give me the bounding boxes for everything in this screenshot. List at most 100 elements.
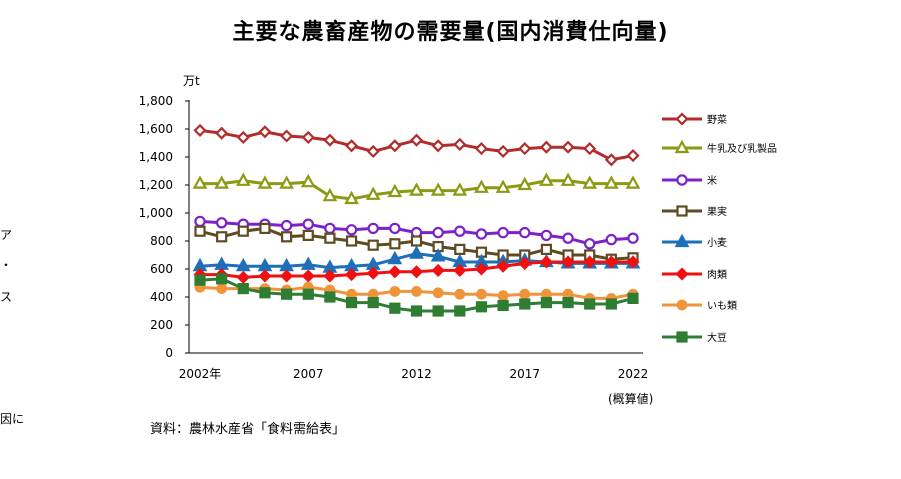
source-note: 資料：農林水産省「食料需給表」 — [150, 422, 346, 437]
data-point — [192, 175, 208, 189]
series-7: 大豆 — [194, 273, 727, 344]
data-point — [410, 305, 423, 317]
data-point — [301, 130, 315, 144]
y-tick-label: 800 — [150, 234, 173, 248]
y-tick-label: 200 — [150, 318, 173, 332]
data-point — [454, 288, 466, 300]
legend-marker — [676, 331, 688, 343]
y-tick-label: 1,400 — [139, 150, 173, 164]
data-point — [562, 297, 574, 309]
data-point — [300, 256, 316, 270]
data-point — [518, 256, 532, 270]
data-point — [388, 139, 402, 153]
data-point — [496, 144, 510, 158]
data-point — [476, 288, 487, 300]
data-point — [561, 140, 575, 154]
data-point — [430, 248, 446, 262]
data-point — [626, 255, 640, 269]
x-axis-note: (概算値) — [608, 392, 654, 406]
y-axis-unit: 万t — [183, 74, 200, 88]
data-point — [300, 173, 316, 188]
data-point — [453, 137, 467, 151]
series-2: 米 — [194, 174, 717, 250]
data-point — [367, 222, 379, 235]
x-tick-label: 2017 — [509, 367, 540, 381]
legend-label: いも類 — [707, 300, 737, 312]
data-point — [279, 175, 294, 189]
legend-marker — [674, 139, 690, 154]
data-point — [257, 257, 273, 272]
data-point — [389, 286, 401, 297]
data-point — [235, 257, 251, 272]
data-point — [453, 263, 467, 277]
data-point — [497, 299, 509, 311]
legend-marker — [675, 112, 689, 126]
data-point — [409, 265, 424, 279]
data-point — [324, 291, 336, 303]
y-tick-label: 1,000 — [139, 206, 173, 220]
data-point — [389, 238, 401, 250]
data-point — [604, 153, 618, 167]
legend-label: 牛乳及び乳製品 — [707, 142, 777, 155]
data-point — [519, 288, 531, 300]
data-point — [496, 259, 510, 273]
cut-off-text: ス — [0, 290, 13, 304]
data-point — [562, 232, 574, 244]
data-point — [410, 235, 423, 247]
data-point — [324, 232, 336, 244]
data-point — [474, 179, 489, 193]
data-point — [387, 183, 403, 198]
data-point — [344, 139, 359, 153]
data-point — [626, 149, 640, 163]
legend-marker — [675, 267, 689, 281]
data-point — [540, 243, 553, 255]
data-point — [258, 125, 272, 139]
data-point — [454, 243, 466, 255]
data-point — [345, 297, 358, 309]
data-point — [214, 175, 230, 189]
data-point — [258, 269, 272, 283]
data-point — [432, 287, 444, 299]
y-tick-label: 1,800 — [139, 94, 173, 108]
cut-off-text: 因に — [0, 412, 25, 426]
data-point — [540, 229, 553, 242]
data-point — [495, 179, 511, 193]
data-point — [257, 175, 273, 189]
data-point — [322, 187, 338, 202]
data-point — [454, 305, 466, 317]
data-point — [367, 297, 379, 309]
data-point — [411, 286, 422, 297]
data-point — [344, 268, 359, 282]
data-point — [475, 228, 488, 240]
data-point — [281, 288, 293, 300]
data-point — [604, 255, 618, 269]
data-point — [540, 297, 553, 309]
data-point — [236, 270, 250, 284]
chart-title: 主要な農畜産物の需要量(国内消費仕向量) — [232, 20, 669, 45]
legend-label: 果実 — [707, 205, 727, 218]
legend-marker — [676, 205, 688, 217]
data-point — [389, 222, 401, 235]
data-point — [561, 255, 575, 269]
cut-off-text: ア — [0, 228, 13, 242]
data-point — [366, 266, 380, 280]
data-point — [627, 292, 639, 304]
x-tick-label: 2002年 — [179, 367, 222, 381]
y-tick-label: 0 — [165, 346, 173, 360]
data-point — [539, 172, 554, 186]
data-point — [366, 144, 380, 158]
data-point — [194, 274, 206, 286]
data-point — [237, 225, 249, 237]
data-point — [430, 182, 446, 196]
data-point — [518, 142, 532, 156]
y-tick-label: 1,600 — [139, 122, 173, 136]
data-point — [302, 288, 314, 300]
data-point — [539, 140, 553, 154]
legend-label: 大豆 — [707, 331, 727, 344]
data-point — [194, 225, 206, 237]
data-point — [236, 130, 250, 144]
legend-label: 肉類 — [707, 268, 727, 281]
data-point — [324, 222, 336, 235]
data-point — [387, 250, 403, 265]
